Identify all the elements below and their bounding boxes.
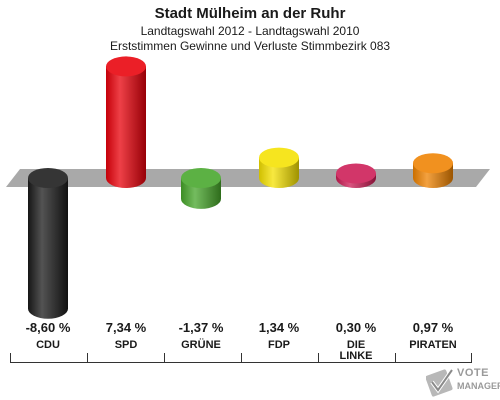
- category-label: DIE LINKE: [339, 339, 373, 362]
- value-label: -8,60 %: [25, 320, 71, 335]
- ballot-icon: [426, 368, 454, 397]
- value-label: 7,34 %: [105, 320, 147, 335]
- bar-top: [413, 153, 453, 174]
- bar-die-linke: [336, 163, 376, 188]
- bar-body: [28, 178, 68, 319]
- bar-grüne: [181, 168, 221, 209]
- axis-tick: [87, 353, 88, 363]
- axis-tick: [471, 353, 472, 363]
- bar-spd: [106, 56, 146, 188]
- bar-piraten: [413, 153, 453, 188]
- value-label: -1,37 %: [178, 320, 224, 335]
- axis-tick: [318, 353, 319, 363]
- value-label: 0,30 %: [335, 320, 377, 335]
- bar-body: [106, 66, 146, 188]
- axis-tick: [164, 353, 165, 363]
- category-label: FDP: [268, 339, 290, 351]
- axis-tick: [395, 353, 396, 363]
- value-label: 1,34 %: [258, 320, 300, 335]
- bar-top: [106, 56, 146, 77]
- category-label: CDU: [36, 339, 60, 351]
- value-label: 0,97 %: [412, 320, 454, 335]
- axis-tick: [10, 353, 11, 363]
- logo-line2: MANAGER: [457, 381, 500, 391]
- axis-tick: [241, 353, 242, 363]
- category-label: SPD: [114, 339, 138, 351]
- bar-top: [336, 163, 376, 184]
- logo-line1: VOTE: [457, 367, 489, 379]
- bar-top: [181, 168, 221, 188]
- category-label: GRÜNE: [181, 339, 221, 351]
- chart-title: Stadt Mülheim an der Ruhr: [154, 5, 346, 22]
- bar-fdp: [259, 147, 299, 188]
- chart-subtitle: Landtagswahl 2012 - Landtagswahl 2010: [140, 24, 360, 38]
- vote-manager-logo: [426, 368, 454, 397]
- chart-subtitle-2: Erststimmen Gewinne und Verluste Stimmbe…: [109, 39, 391, 53]
- bar-top: [28, 168, 68, 188]
- bar-cdu: [28, 168, 68, 319]
- category-label: PIRATEN: [409, 339, 457, 351]
- bar-top: [259, 147, 299, 168]
- bars-group: [28, 56, 453, 319]
